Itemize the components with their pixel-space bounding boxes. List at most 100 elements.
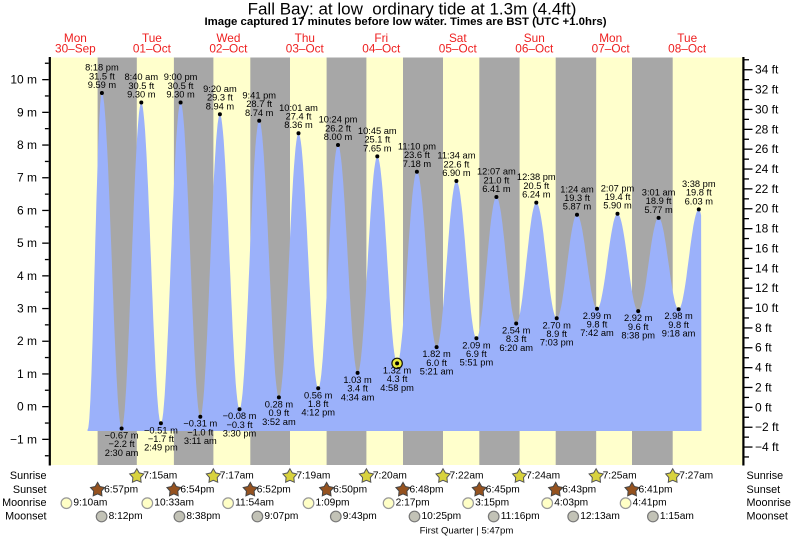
- svg-text:7:24am: 7:24am: [526, 471, 560, 482]
- svg-text:Thu: Thu: [295, 31, 315, 45]
- svg-text:9.59 m: 9.59 m: [88, 80, 117, 90]
- svg-text:6:52pm: 6:52pm: [257, 484, 291, 495]
- svg-text:9:41 pm: 9:41 pm: [242, 90, 276, 100]
- svg-text:30–Sep: 30–Sep: [55, 42, 96, 56]
- svg-text:10 ft: 10 ft: [755, 301, 779, 315]
- svg-text:6 ft: 6 ft: [755, 341, 772, 355]
- svg-text:2 m: 2 m: [17, 334, 37, 348]
- svg-text:03–Oct: 03–Oct: [286, 42, 325, 56]
- svg-text:3:38 pm: 3:38 pm: [682, 179, 716, 189]
- svg-text:9.6 ft: 9.6 ft: [628, 322, 649, 332]
- svg-text:2:07 pm: 2:07 pm: [601, 183, 635, 193]
- svg-text:Mon: Mon: [64, 31, 87, 45]
- svg-text:9:10am: 9:10am: [73, 498, 107, 509]
- svg-text:1.03 m: 1.03 m: [343, 375, 372, 385]
- svg-text:6.24 m: 6.24 m: [522, 190, 551, 200]
- svg-text:Sat: Sat: [449, 31, 467, 45]
- svg-text:−0.31 m: −0.31 m: [183, 419, 217, 429]
- svg-text:5:21 am: 5:21 am: [420, 367, 454, 377]
- svg-text:−1.7 ft: −1.7 ft: [148, 434, 175, 444]
- svg-text:19.3 ft: 19.3 ft: [564, 193, 590, 203]
- svg-text:18 ft: 18 ft: [755, 222, 779, 236]
- svg-text:6.0 ft: 6.0 ft: [426, 358, 447, 368]
- svg-text:−0.3 ft: −0.3 ft: [226, 420, 253, 430]
- svg-text:3.4 ft: 3.4 ft: [347, 384, 368, 394]
- svg-text:−0.08 m: −0.08 m: [223, 411, 257, 421]
- svg-text:3 m: 3 m: [17, 302, 37, 316]
- svg-text:8:12pm: 8:12pm: [109, 511, 143, 522]
- svg-text:1.32 m: 1.32 m: [383, 365, 412, 375]
- svg-text:6.41 m: 6.41 m: [482, 184, 511, 194]
- svg-text:31.5 ft: 31.5 ft: [89, 71, 115, 81]
- svg-text:9.30 m: 9.30 m: [127, 90, 156, 100]
- svg-text:7:17am: 7:17am: [220, 471, 254, 482]
- svg-text:19.4 ft: 19.4 ft: [605, 192, 631, 202]
- svg-text:12:07 am: 12:07 am: [477, 167, 516, 177]
- svg-text:2:30 am: 2:30 am: [105, 448, 139, 458]
- svg-text:Tue: Tue: [677, 31, 697, 45]
- svg-text:11:10 pm: 11:10 pm: [398, 141, 436, 151]
- svg-text:Sunrise: Sunrise: [747, 470, 784, 482]
- svg-text:4.3 ft: 4.3 ft: [387, 374, 408, 384]
- svg-text:7:03 pm: 7:03 pm: [540, 338, 574, 348]
- svg-text:01–Oct: 01–Oct: [133, 42, 172, 56]
- svg-text:22.6 ft: 22.6 ft: [443, 159, 469, 169]
- svg-text:21.0 ft: 21.0 ft: [483, 175, 509, 185]
- svg-text:12:38 pm: 12:38 pm: [517, 172, 556, 182]
- svg-text:−0.51 m: −0.51 m: [144, 425, 178, 435]
- svg-text:27.4 ft: 27.4 ft: [286, 112, 312, 122]
- svg-text:Sun: Sun: [524, 31, 545, 45]
- svg-text:7:27am: 7:27am: [679, 471, 713, 482]
- svg-text:−1.0 ft: −1.0 ft: [187, 427, 214, 437]
- svg-text:11:34 am: 11:34 am: [437, 151, 475, 161]
- svg-text:22 ft: 22 ft: [755, 182, 779, 196]
- svg-text:5.87 m: 5.87 m: [563, 202, 592, 212]
- svg-text:12:13am: 12:13am: [580, 511, 620, 522]
- svg-text:08–Oct: 08–Oct: [668, 42, 707, 56]
- svg-text:7:22am: 7:22am: [450, 471, 484, 482]
- svg-text:6:20 am: 6:20 am: [499, 343, 533, 353]
- svg-text:8:38 pm: 8:38 pm: [621, 331, 655, 341]
- svg-text:8.00 m: 8.00 m: [324, 132, 353, 142]
- svg-text:28 ft: 28 ft: [755, 122, 779, 136]
- svg-text:7 m: 7 m: [17, 171, 37, 185]
- svg-text:3:15pm: 3:15pm: [475, 498, 509, 509]
- svg-text:9.8 ft: 9.8 ft: [668, 320, 689, 330]
- svg-text:−2.2 ft: −2.2 ft: [109, 439, 136, 449]
- svg-text:First Quarter | 5:47pm: First Quarter | 5:47pm: [420, 526, 514, 537]
- svg-text:Moonrise: Moonrise: [747, 497, 791, 509]
- svg-text:Wed: Wed: [216, 31, 240, 45]
- svg-text:1 m: 1 m: [17, 367, 37, 381]
- svg-text:Sunset: Sunset: [13, 484, 47, 496]
- svg-text:11:54am: 11:54am: [235, 498, 274, 509]
- svg-text:6:50pm: 6:50pm: [333, 484, 367, 495]
- svg-text:2.99 m: 2.99 m: [583, 311, 612, 321]
- svg-text:Sunset: Sunset: [747, 484, 781, 496]
- svg-text:4 m: 4 m: [17, 269, 37, 283]
- svg-text:1:15am: 1:15am: [660, 511, 694, 522]
- svg-text:12 ft: 12 ft: [755, 281, 779, 295]
- svg-text:10 m: 10 m: [10, 73, 37, 87]
- svg-text:1.82 m: 1.82 m: [422, 349, 451, 359]
- svg-text:2.54 m: 2.54 m: [502, 326, 531, 336]
- svg-text:11:16pm: 11:16pm: [501, 511, 540, 522]
- svg-text:7.65 m: 7.65 m: [363, 143, 392, 153]
- svg-text:0 m: 0 m: [17, 400, 37, 414]
- svg-text:6:48pm: 6:48pm: [410, 484, 444, 495]
- svg-text:9:00 pm: 9:00 pm: [164, 72, 198, 82]
- svg-text:0.56 m: 0.56 m: [304, 390, 333, 400]
- svg-text:6:45pm: 6:45pm: [486, 484, 520, 495]
- svg-text:9:18 am: 9:18 am: [662, 329, 696, 339]
- svg-text:Fri: Fri: [374, 31, 388, 45]
- svg-text:6.90 m: 6.90 m: [442, 168, 471, 178]
- svg-text:10:45 am: 10:45 am: [358, 126, 397, 136]
- svg-text:24 ft: 24 ft: [755, 162, 779, 176]
- svg-text:9 m: 9 m: [17, 105, 37, 119]
- svg-text:8.36 m: 8.36 m: [284, 120, 313, 130]
- svg-text:05–Oct: 05–Oct: [439, 42, 478, 56]
- svg-text:2.70 m: 2.70 m: [542, 320, 571, 330]
- svg-text:4:58 pm: 4:58 pm: [380, 383, 414, 393]
- svg-text:0.9 ft: 0.9 ft: [269, 408, 290, 418]
- svg-text:7:15am: 7:15am: [143, 471, 177, 482]
- svg-text:5.77 m: 5.77 m: [644, 205, 673, 215]
